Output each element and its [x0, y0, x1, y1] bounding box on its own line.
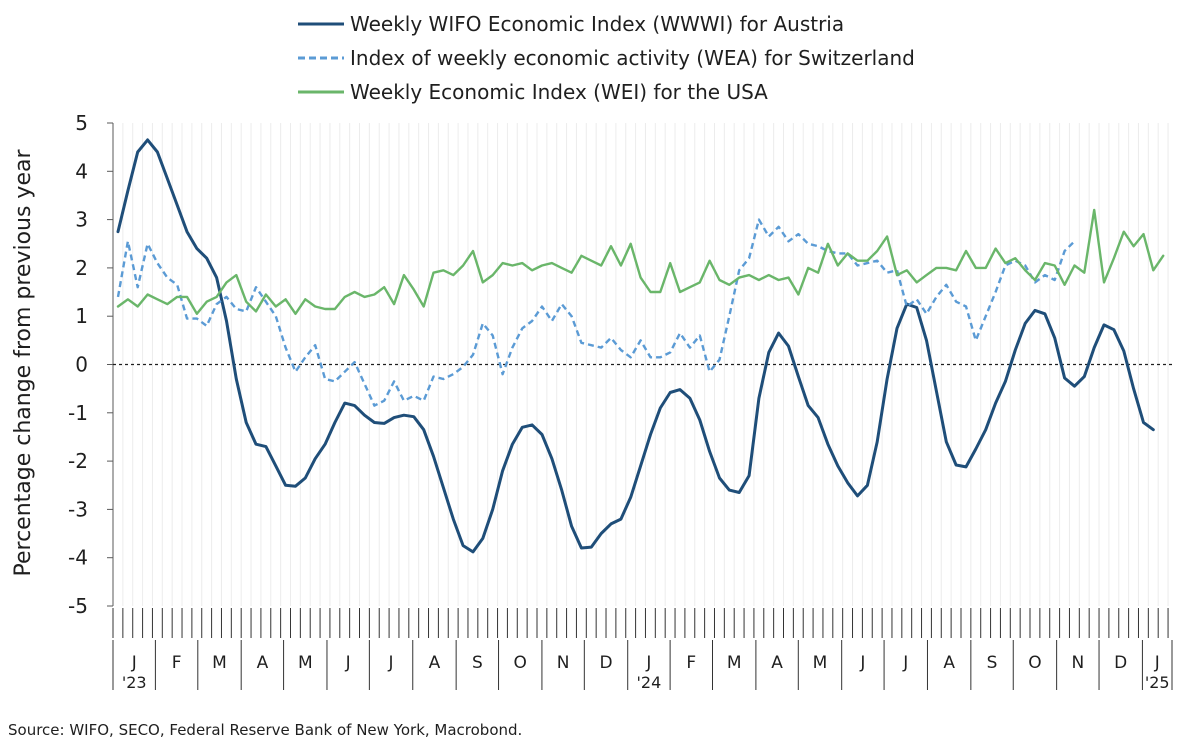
- source-note: Source: WIFO, SECO, Federal Reserve Bank…: [8, 721, 522, 739]
- x-month-label: A: [771, 653, 783, 673]
- x-month-label: M: [727, 653, 742, 673]
- x-month-label: A: [429, 653, 441, 673]
- x-month-label: M: [298, 653, 313, 673]
- x-month-label: M: [813, 653, 828, 673]
- axes: 5 4 3 2 1 0 -1 -2 -3 -4 -5 J F M A M J J A S O N D J F M A M J J A S O N D…: [68, 111, 1173, 692]
- legend-label: Weekly Economic Index (WEI) for the USA: [350, 80, 768, 104]
- y-axis-title: Percentage change from previous year: [11, 149, 36, 577]
- x-year-label: '24: [637, 673, 662, 692]
- x-year-label: '25: [1145, 673, 1170, 692]
- x-year-label: '23: [122, 673, 147, 692]
- x-month-label: S: [472, 653, 483, 673]
- y-tick-label: 2: [75, 256, 88, 280]
- x-month-label: A: [257, 653, 269, 673]
- y-tick-label: 4: [75, 159, 88, 183]
- y-tick-label: -3: [68, 497, 88, 521]
- legend-label: Weekly WIFO Economic Index (WWWI) for Au…: [350, 12, 844, 36]
- legend: Weekly WIFO Economic Index (WWWI) for Au…: [298, 12, 915, 104]
- x-month-label: A: [943, 653, 955, 673]
- x-month-label: N: [1071, 653, 1084, 673]
- series-line-2: [116, 218, 1076, 407]
- x-month-label: N: [557, 653, 570, 673]
- y-tick-label: 3: [75, 208, 88, 232]
- y-tick-label: -4: [68, 546, 88, 570]
- x-month-label: J: [388, 653, 394, 673]
- x-month-label: D: [599, 653, 612, 673]
- y-tick-label: 5: [75, 111, 88, 135]
- y-tick-label: -1: [68, 401, 88, 425]
- x-month-label: J: [345, 653, 351, 673]
- y-tick-label: 1: [75, 304, 88, 328]
- series-lines: [116, 138, 1165, 554]
- x-month-label: F: [686, 653, 696, 673]
- legend-label: Index of weekly economic activity (WEA) …: [350, 46, 915, 70]
- series-line-3: [116, 208, 1165, 315]
- x-month-label: M: [212, 653, 227, 673]
- x-month-label: J: [645, 653, 651, 673]
- x-month-label: D: [1114, 653, 1127, 673]
- y-tick-label: -5: [68, 594, 88, 618]
- x-month-label: F: [172, 653, 182, 673]
- series-line-1: [116, 138, 1155, 554]
- x-month-label: S: [987, 653, 998, 673]
- x-month-label: J: [1154, 653, 1160, 673]
- x-month-label: O: [1028, 653, 1041, 673]
- x-month-label: J: [902, 653, 908, 673]
- y-tick-label: -2: [68, 449, 88, 473]
- x-month-label: O: [514, 653, 527, 673]
- y-tick-label: 0: [75, 353, 88, 377]
- x-month-label: J: [131, 653, 137, 673]
- x-month-label: J: [859, 653, 865, 673]
